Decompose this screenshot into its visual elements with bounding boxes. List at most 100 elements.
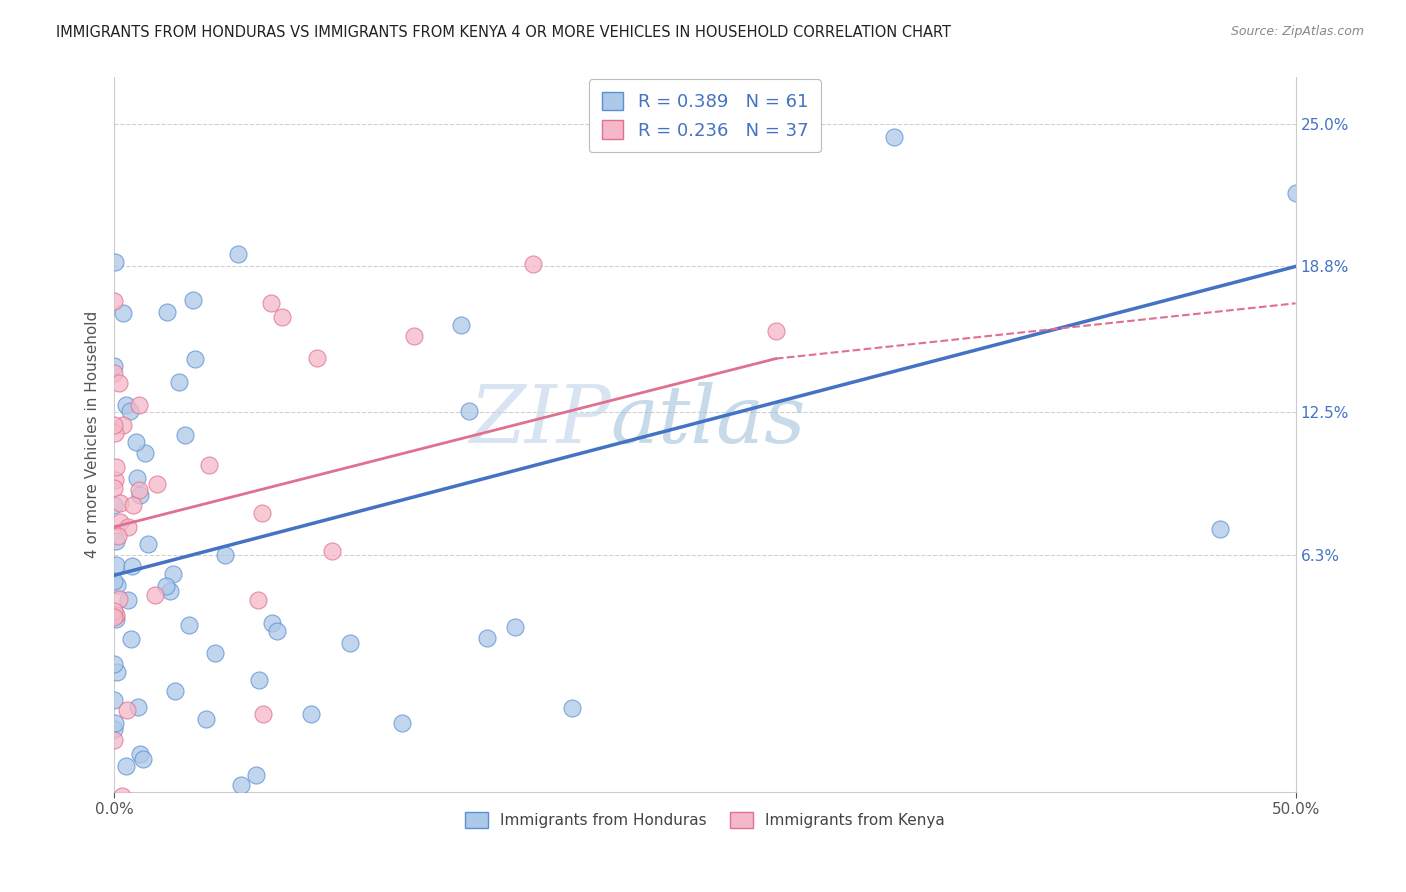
Point [115, 759, 138, 773]
Point [112, 305, 135, 319]
Point [104, 460, 127, 475]
Point [183, 352, 205, 367]
Point [105, 665, 128, 680]
Point [252, 707, 274, 722]
Point [121, 559, 143, 574]
Point [503, 620, 526, 634]
Point [108, 592, 131, 607]
Point [177, 618, 200, 632]
Point [155, 579, 177, 593]
Point [128, 483, 150, 497]
Point [522, 257, 544, 271]
Point [108, 376, 131, 390]
Point [111, 418, 134, 433]
Point [104, 608, 127, 623]
Point [250, 506, 273, 520]
Point [226, 247, 249, 261]
Point [122, 498, 145, 512]
Point [1284, 186, 1306, 200]
Point [110, 515, 132, 529]
Point [104, 716, 127, 731]
Point [103, 657, 125, 672]
Point [110, 789, 132, 803]
Point [204, 646, 226, 660]
Point [103, 417, 125, 432]
Point [162, 567, 184, 582]
Text: IMMIGRANTS FROM HONDURAS VS IMMIGRANTS FROM KENYA 4 OR MORE VEHICLES IN HOUSEHOL: IMMIGRANTS FROM HONDURAS VS IMMIGRANTS F… [56, 25, 952, 40]
Point [103, 692, 125, 706]
Point [165, 684, 187, 698]
Point [262, 616, 284, 631]
Point [260, 818, 283, 832]
Point [266, 624, 288, 638]
Point [156, 305, 179, 319]
Point [103, 498, 125, 512]
Point [104, 255, 127, 269]
Point [450, 318, 472, 333]
Point [321, 543, 343, 558]
Point [103, 604, 125, 618]
Point [105, 533, 128, 548]
Point [127, 470, 149, 484]
Point [138, 537, 160, 551]
Point [128, 488, 150, 502]
Point [104, 558, 127, 573]
Point [250, 818, 273, 832]
Point [247, 673, 270, 687]
Point [104, 612, 127, 626]
Point [104, 426, 127, 441]
Point [194, 712, 217, 726]
Point [214, 548, 236, 562]
Point [103, 481, 125, 495]
Point [125, 434, 148, 449]
Legend: Immigrants from Honduras, Immigrants from Kenya: Immigrants from Honduras, Immigrants fro… [458, 806, 950, 834]
Point [174, 428, 197, 442]
Point [103, 359, 125, 373]
Point [115, 703, 138, 717]
Point [305, 801, 328, 815]
Point [391, 716, 413, 731]
Text: ZIP: ZIP [468, 382, 610, 459]
Point [475, 631, 498, 645]
Point [107, 529, 129, 543]
Text: atlas: atlas [610, 382, 806, 459]
Point [246, 592, 269, 607]
Point [307, 351, 329, 365]
Point [103, 732, 125, 747]
Point [103, 722, 125, 736]
Y-axis label: 4 or more Vehicles in Household: 4 or more Vehicles in Household [86, 311, 100, 558]
Point [231, 778, 253, 792]
Point [110, 496, 132, 510]
Point [117, 593, 139, 607]
Point [105, 578, 128, 592]
Point [115, 398, 138, 412]
Point [103, 834, 125, 848]
Point [181, 293, 204, 307]
Point [167, 375, 190, 389]
Point [127, 700, 149, 714]
Point [145, 588, 167, 602]
Point [1209, 522, 1232, 536]
Point [118, 404, 141, 418]
Point [103, 609, 125, 624]
Point [128, 398, 150, 412]
Point [299, 707, 322, 722]
Text: Source: ZipAtlas.com: Source: ZipAtlas.com [1230, 25, 1364, 38]
Point [198, 458, 221, 472]
Point [132, 752, 155, 766]
Point [128, 747, 150, 761]
Point [339, 636, 361, 650]
Point [159, 583, 181, 598]
Point [561, 701, 583, 715]
Point [117, 520, 139, 534]
Point [146, 477, 169, 491]
Point [260, 295, 283, 310]
Point [765, 324, 787, 338]
Point [104, 473, 127, 487]
Point [103, 366, 125, 380]
Point [271, 310, 294, 324]
Point [134, 446, 156, 460]
Point [120, 632, 142, 646]
Point [103, 574, 125, 588]
Point [883, 130, 905, 145]
